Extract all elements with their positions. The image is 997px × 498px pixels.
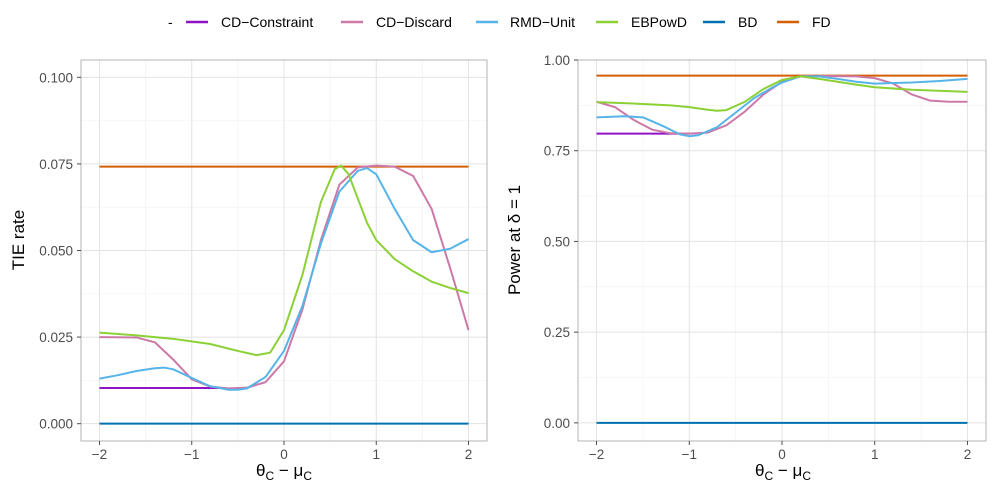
legend-label-fd: FD [812,14,831,30]
legend-label-rmd-unit: RMD−Unit [510,14,575,30]
power-y-tick-label: 0.00 [544,416,570,431]
y-axis-title-power: Power at δ = 1 [505,185,524,295]
tie-rate-panel: −2 −1 0 1 2 0.000 0.025 0.050 0.075 0.100 [39,59,488,462]
power-y-tick-label: 1.00 [544,53,570,68]
legend-label-ebpowd: EBPowD [631,14,687,30]
legend-entry: CD−Constraint [186,14,313,30]
legend-label-cd-discard: CD−Discard [376,14,452,30]
tie-y-tick-label: 0.050 [39,244,73,259]
power-x-tick-label: −1 [682,447,697,462]
legend-entry: EBPowD [596,14,687,30]
legend-entry: RMD−Unit [476,14,575,30]
power-x-tick-label: 2 [964,447,972,462]
power-panel: −2 −1 0 1 2 0.00 0.25 0.50 0.75 1.00 [544,53,987,462]
legend-entry: FD [777,14,831,30]
tie-y-tick-label: 0.075 [39,157,73,172]
tie-y-tick-label: 0.000 [39,417,73,432]
tie-x-tick-label: 0 [280,447,288,462]
legend: - CD−Constraint CD−Discard RMD−Unit EBPo… [168,14,831,30]
power-series-ebpowd [596,75,968,112]
tie-series-ebpowd [99,164,469,357]
power-x-tick-label: 0 [778,447,786,462]
power-y-tick-label: 0.75 [544,144,570,159]
power-x-tick-label: 1 [871,447,879,462]
power-series-rmd-unit [596,75,968,138]
legend-entry: CD−Discard [341,14,452,30]
tie-x-tick-label: −1 [184,447,199,462]
tie-x-tick-label: −2 [92,447,107,462]
legend-label-cd-constraint: CD−Constraint [221,14,313,30]
power-y-tick-label: 0.25 [544,325,570,340]
power-y-tick-label: 0.50 [544,234,570,249]
legend-entry: BD [703,14,757,30]
tie-y-tick-label: 0.100 [39,70,73,85]
tie-y-tick-label: 0.025 [39,330,73,345]
legend-label-bd: BD [738,14,757,30]
y-axis-title-tie: TIE rate [9,210,28,270]
x-axis-title-tie: θC − μC [256,461,312,483]
tie-x-tick-label: 1 [373,447,381,462]
power-x-tick-label: −2 [589,447,604,462]
legend-title: - [168,14,173,30]
tie-series-cd-discard [99,164,470,390]
tie-x-tick-label: 2 [465,447,473,462]
tie-series-rmd-unit [99,167,470,391]
x-axis-title-power: θC − μC [755,461,811,483]
